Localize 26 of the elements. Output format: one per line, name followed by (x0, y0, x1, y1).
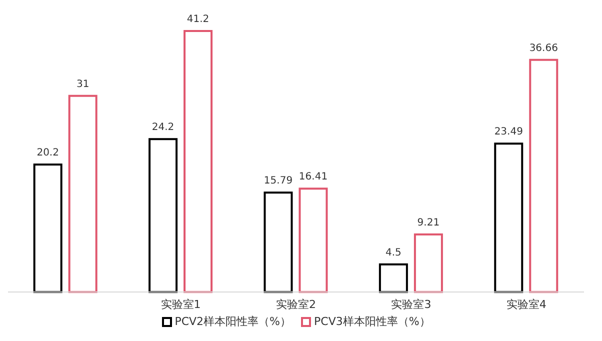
x-tick-label: 实验室4 (506, 298, 546, 311)
bar (148, 138, 178, 293)
legend-label: PCV2样本阳性率（%） (174, 314, 291, 329)
legend-label: PCV3样本阳性率（%） (314, 314, 430, 329)
data-label: 31 (76, 78, 90, 90)
bar (529, 58, 558, 293)
x-tick-label: 实验室3 (391, 298, 432, 311)
data-label: 36.66 (529, 42, 558, 54)
bar (33, 164, 62, 293)
data-label: 9.21 (417, 217, 440, 228)
bar (378, 263, 408, 293)
bar (494, 142, 524, 293)
bar (264, 192, 293, 293)
bar (184, 30, 213, 293)
data-label: 15.79 (264, 176, 293, 187)
data-label: 24.2 (152, 122, 174, 134)
data-label: 16.41 (298, 172, 328, 183)
bar (414, 233, 443, 293)
x-tick-label: 实验室1 (160, 298, 201, 311)
x-tick-label: 实验室2 (276, 298, 316, 311)
data-label: 41.2 (186, 14, 210, 25)
bar (68, 94, 98, 293)
data-label: 4.5 (385, 247, 402, 258)
data-label: 20.2 (36, 148, 59, 159)
data-label: 23.49 (494, 126, 523, 138)
bar (298, 188, 328, 293)
